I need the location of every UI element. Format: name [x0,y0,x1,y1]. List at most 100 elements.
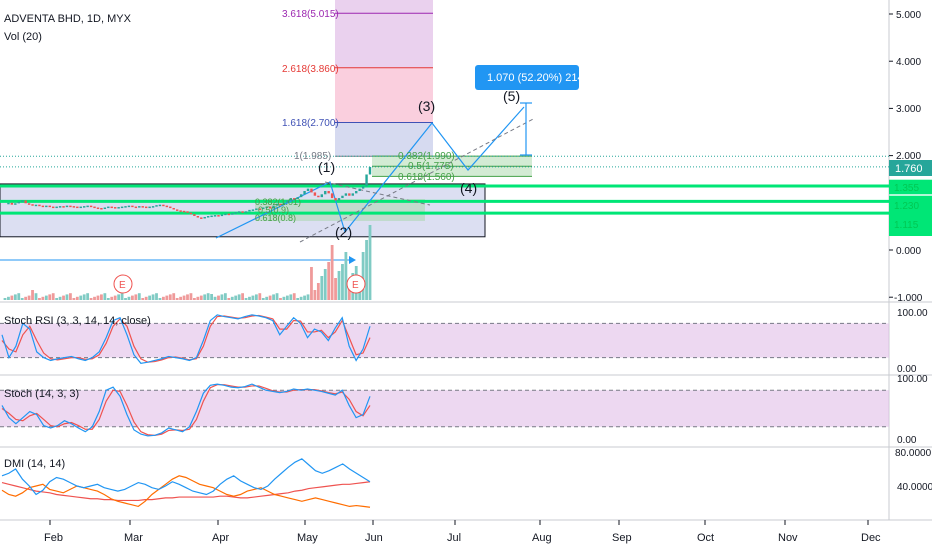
price-candle [272,205,275,209]
volume-bar [254,294,258,300]
volume-bar [220,294,224,300]
price-candle [258,208,262,210]
price-candle [282,202,286,205]
price-candle [289,198,293,201]
volume-bar [141,298,145,300]
volume-bar [20,298,24,300]
price-candle [213,215,217,217]
price-candle [231,213,234,215]
dmi-tick: 40.0000 [897,482,932,493]
price-candle [120,206,124,209]
price-candle [361,186,365,189]
volume-bar [327,262,331,300]
volume-bar [69,293,72,300]
volume-bar [196,296,200,300]
price-candle [100,207,103,210]
hline-price-label: 1.355 [894,183,919,194]
volume-bar [241,293,244,300]
price-candle [86,205,89,208]
price-candle [27,203,31,205]
earnings-marker[interactable] [346,274,366,294]
volume-bar [158,298,162,300]
volume-bar [199,295,203,300]
volume-bar [3,298,7,300]
price-candle [310,188,313,193]
price-candle [62,206,65,208]
price-candle [93,206,96,209]
volume-bar [299,296,303,300]
volume-bar [93,296,96,300]
price-candle [179,210,182,212]
volume-bar [223,293,227,300]
month-label: Mar [124,532,143,544]
month-label: Sep [612,532,632,544]
price-candle [237,211,241,213]
month-label: Jun [365,532,383,544]
price-candle [151,206,155,208]
volume-bar [72,298,76,300]
price-candle [52,206,55,209]
price-candle [165,205,169,208]
price-candle [296,197,299,200]
price-candle [206,216,210,218]
month-label: Oct [697,532,714,544]
elliott-wave-label: (5) [503,88,520,104]
volume-bar [155,293,158,300]
current-price-tag [889,160,932,176]
price-candle [72,206,76,208]
price-candle [341,195,344,199]
price-candle [255,208,258,210]
volume-bar [137,293,141,300]
volume-bar [316,283,320,300]
volume-bar [341,264,344,300]
dmi-minus-line [1,475,371,508]
volume-bar [368,225,372,300]
price-candle [303,191,306,195]
price-candle [200,217,203,219]
volume-bar [337,271,341,300]
elliott-wave-label: (3) [418,98,435,114]
price-candle [48,205,51,208]
price-candle [141,206,144,208]
volume-bar [106,298,110,300]
volume-bar [292,293,296,300]
volume-bar [96,295,100,300]
volume-bar [344,252,348,300]
dmi-tick: 80.0000 [895,448,932,459]
price-candle [210,215,213,218]
volume-bar [103,293,107,300]
volume-bar [124,298,127,300]
price-tick: 4.000 [896,57,921,68]
volume-bar [120,293,124,300]
target-tooltip-text: 1.070 (52.20%) 214 [487,72,584,84]
price-candle [203,216,206,219]
volume-bar [296,298,300,300]
hline-tag [889,196,932,216]
price-tick: 3.000 [896,104,921,115]
price-candle [227,213,231,216]
price-candle [306,188,310,191]
month-label: May [297,532,318,544]
volume-bar [210,294,214,300]
stoch-k-line [1,383,371,437]
stoch-rsi-k-line [1,314,371,364]
price-candle [182,210,186,213]
stoch-rsi-title: Stoch RSI (3, 3, 14, 14, close) [4,315,151,327]
price-candle [262,207,265,210]
price-candle [79,206,82,209]
price-candle [107,206,110,209]
volume-bar [179,296,183,300]
earnings-marker[interactable] [113,274,133,294]
price-candle [279,203,282,206]
price-candle [234,212,237,214]
price-candle [158,204,162,207]
target-tooltip-box [475,65,579,90]
stoch-title: Stoch (14, 3, 3) [4,388,79,400]
price-candle [7,202,10,205]
fib-ret-label: 0.618(1.560) [398,172,455,183]
fib-ext-zone-mid [335,67,433,123]
price-candle [241,211,244,213]
price-candle [127,205,131,208]
price-tick: -1.000 [894,293,923,304]
